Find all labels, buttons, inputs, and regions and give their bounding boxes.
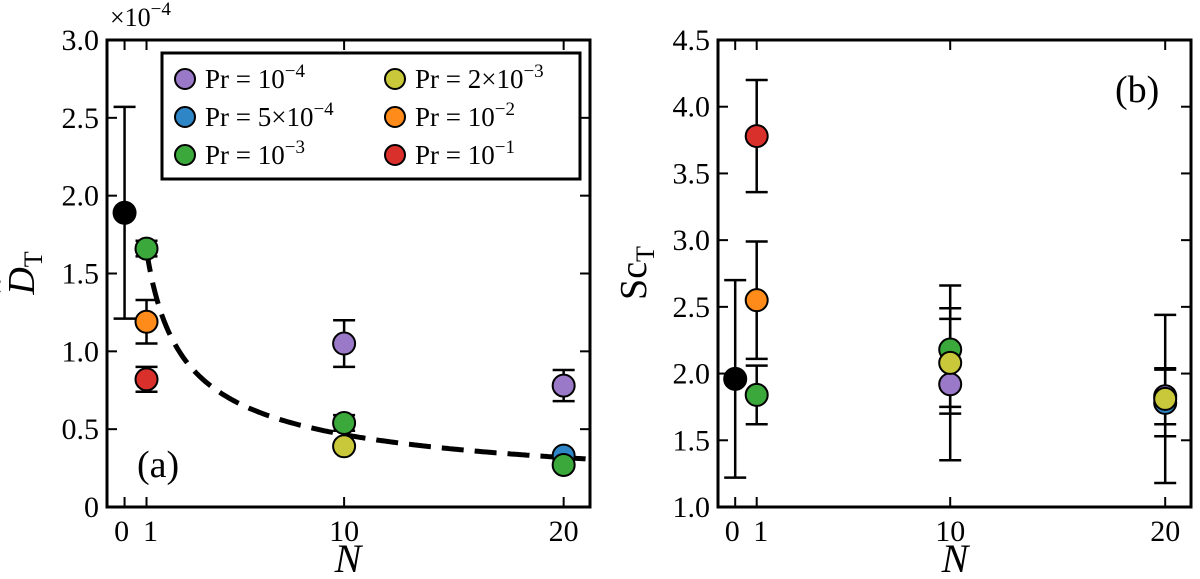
panel-a-data-point (112, 200, 137, 225)
panel-b-data-point (744, 288, 769, 313)
legend-label: Pr = 2×10−3 (415, 61, 544, 94)
legend-marker (384, 144, 406, 166)
panel-a-ylabel-main: D (1, 267, 43, 295)
panel-b-marks (723, 78, 1178, 485)
panel-b-data-point (723, 366, 748, 391)
legend-marker (174, 144, 196, 166)
panel-b-label: (b) (1115, 69, 1159, 111)
panel-a-data-point (134, 309, 159, 334)
panel-a-xtick-label: 0 (114, 515, 129, 548)
panel-b-data-point (744, 124, 769, 149)
panel-b-data-point (938, 372, 963, 397)
svg-text:DT: DT (1, 251, 48, 295)
panel-b-ytick-label: 3.0 (673, 224, 711, 257)
panel-a-data-point (551, 373, 576, 398)
panel-b-data-point (1153, 386, 1178, 411)
legend-item: Pr = 10−1 (384, 137, 515, 170)
panel-a-data-point (134, 236, 159, 261)
panel-b-ylabel: ScT (613, 246, 660, 300)
panel-a-ylabel: DT ~ (0, 251, 48, 295)
legend-item: Pr = 10−3 (174, 137, 305, 170)
panel-b: 0 1 10 20 1.0 1.5 2.0 2.5 3.0 3.5 4.0 4.5 (b) N ScT (613, 24, 1193, 579)
panel-a-marks (112, 105, 586, 477)
panel-a-ytick-label: 2.0 (62, 180, 100, 213)
panel-a-xlabel: N (334, 536, 364, 579)
panel-b-xlabel: N (941, 536, 971, 579)
legend-item: Pr = 2×10−3 (384, 61, 544, 94)
panel-b-ytick-label: 2.0 (673, 358, 711, 391)
svg-text:ScT: ScT (613, 246, 660, 300)
legend-item: Pr = 5×10−4 (174, 99, 334, 132)
legend-label: Pr = 5×10−4 (205, 99, 334, 132)
legend-item: Pr = 10−4 (174, 61, 305, 94)
panel-a-ytick-label: 2.5 (62, 102, 100, 135)
panel-a-multiplier-exp: −4 (151, 0, 172, 20)
panel-a-data-point (332, 331, 357, 356)
panel-a-data-point (551, 452, 576, 477)
panel-b-ytick-label: 1.0 (673, 491, 711, 524)
panel-b-frame (716, 38, 1193, 509)
panel-b-xtick-label: 1 (753, 515, 768, 548)
legend-marker (384, 68, 406, 90)
panel-b-data-point (744, 382, 769, 407)
panel-b-xtick-label: 20 (1150, 515, 1180, 548)
panel-a-ytick-label: 3.0 (62, 24, 100, 57)
panel-a-ytick-label: 0.5 (62, 413, 100, 446)
panel-b-ytick-label: 2.5 (673, 291, 711, 324)
panel-b-ytick-label: 3.5 (673, 157, 711, 190)
panel-b-ytick-label: 1.5 (673, 424, 711, 457)
panel-a-multiplier: ×10−4 (110, 0, 171, 32)
legend-label: Pr = 10−2 (415, 99, 515, 132)
panel-a-ylabel-sub: T (19, 251, 48, 267)
panel-a-data-point (332, 434, 357, 459)
panel-b-xtick-label: 0 (725, 515, 740, 548)
panel-a-ylabel-tilde: ~ (0, 277, 15, 293)
panel-b-data-point (938, 350, 963, 375)
panel-b-ylabel-sub: T (631, 246, 660, 262)
panel-a-fit-curve (144, 249, 586, 462)
legend-marker (384, 106, 406, 128)
legend-item: Pr = 10−2 (384, 99, 515, 132)
panel-a-xtick-label: 1 (143, 515, 158, 548)
panel-a-data-point (134, 367, 159, 392)
legend-label: Pr = 10−1 (415, 137, 515, 170)
panel-a-ytick-label: 1.0 (62, 335, 100, 368)
panel-a-legend: Pr = 10−4 Pr = 5×10−4 Pr = 10−3 Pr = 2×10−3… (160, 51, 582, 181)
panel-a-xtick-label: 20 (549, 515, 579, 548)
panel-b-ytick-label: 4.5 (673, 24, 711, 57)
panel-a-ytick-label: 1.5 (62, 258, 100, 291)
panel-a-label: (a) (137, 444, 179, 486)
panel-a-xtick-label: 10 (329, 515, 359, 548)
legend-marker (174, 68, 196, 90)
panel-a-multiplier-base: ×10 (110, 3, 151, 32)
legend-marker (174, 106, 196, 128)
panel-b-xtick-label: 10 (935, 515, 965, 548)
legend-label: Pr = 10−4 (205, 61, 305, 94)
legend-label: Pr = 10−3 (205, 137, 305, 170)
panel-a-data-point (332, 410, 357, 435)
panel-b-ticks: 0 1 10 20 1.0 1.5 2.0 2.5 3.0 3.5 4.0 4.5 (673, 24, 1191, 548)
panel-a-ytick-label: 0 (84, 491, 99, 524)
panel-b-ylabel-main: Sc (613, 262, 655, 300)
panel-b-ytick-label: 4.0 (673, 91, 711, 124)
legend-frame (160, 51, 582, 181)
